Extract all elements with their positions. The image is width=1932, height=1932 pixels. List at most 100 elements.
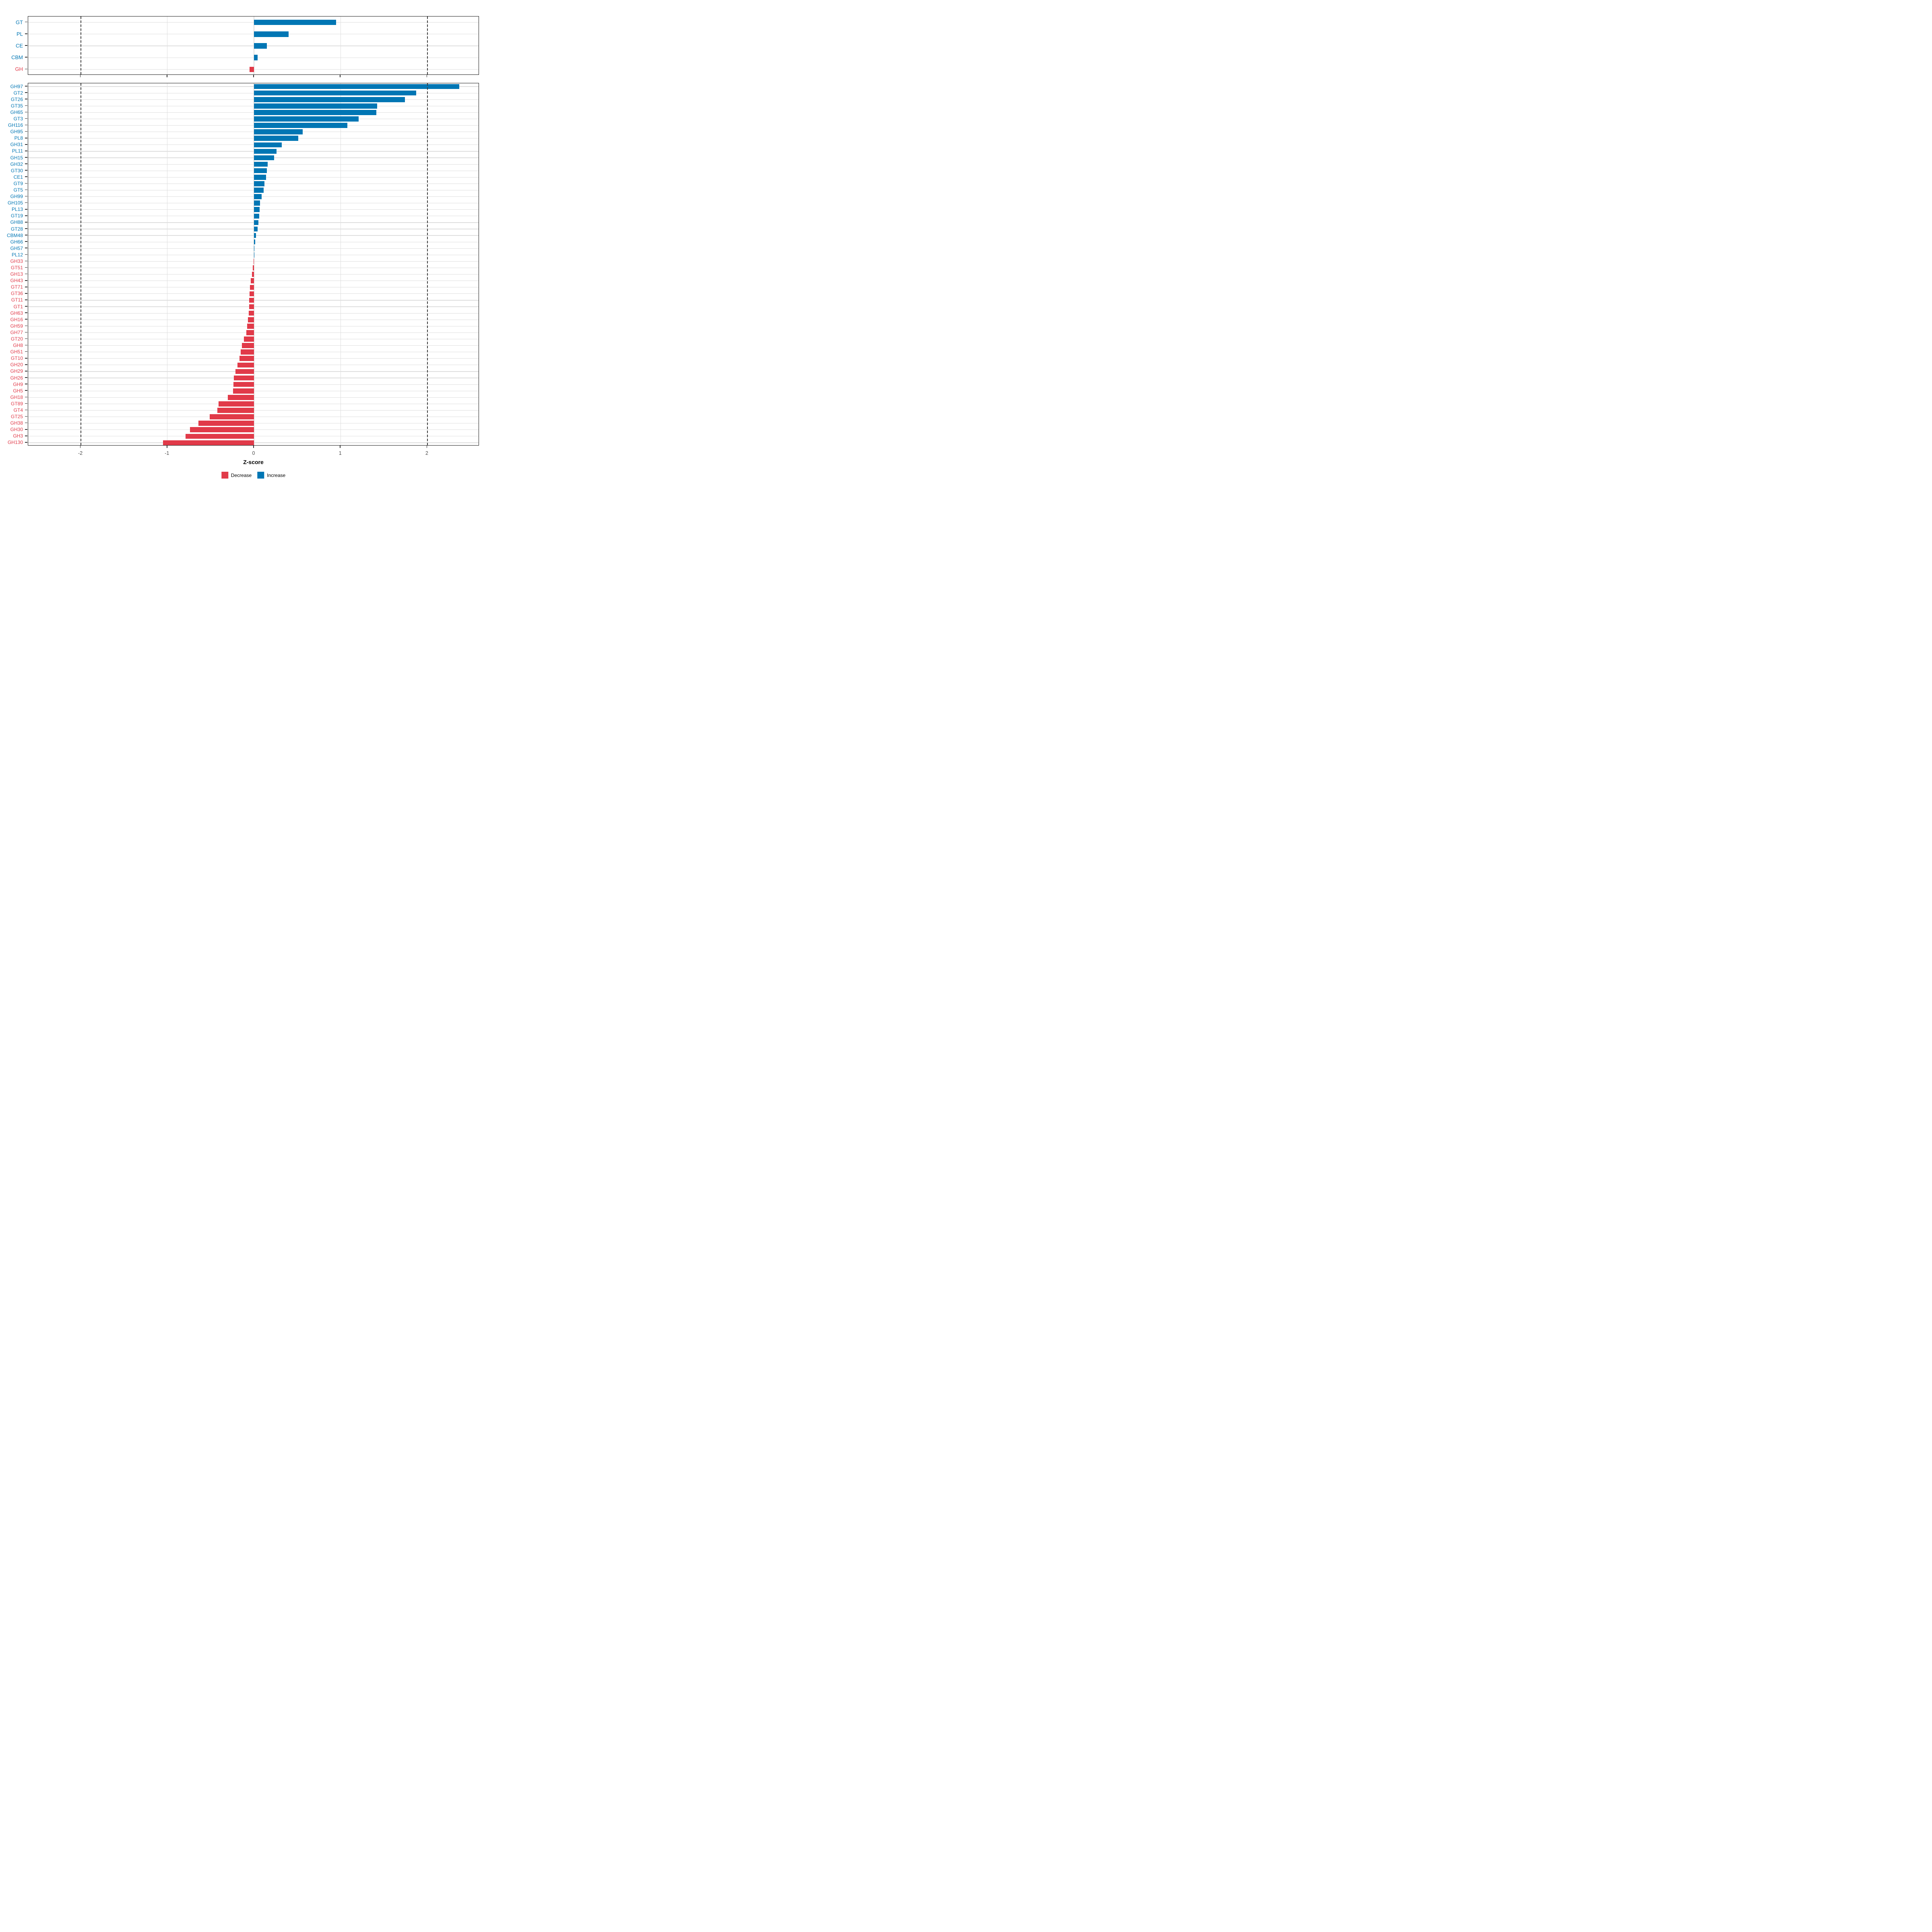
y-label-GT2: GT2 (13, 90, 23, 96)
y-tick (25, 228, 27, 229)
bar-GH59 (247, 324, 254, 329)
gridline-h (28, 112, 479, 113)
y-label-GT35: GT35 (10, 103, 23, 109)
y-tick (25, 357, 27, 359)
bar-GT71 (250, 285, 254, 290)
x-tick-label: -1 (165, 450, 169, 456)
y-label-GH95: GH95 (10, 129, 23, 135)
dashed-vline (80, 17, 81, 74)
y-label-GH: GH (15, 66, 23, 72)
y-label-GT19: GT19 (10, 213, 23, 219)
y-label-GH29: GH29 (10, 368, 23, 374)
y-label-GH30: GH30 (10, 427, 23, 433)
y-tick (25, 170, 27, 171)
bar-GH66 (254, 239, 255, 245)
gridline-h (28, 248, 479, 249)
bar-GH88 (254, 220, 258, 225)
bar-GT1 (249, 304, 254, 310)
y-tick (25, 345, 27, 346)
y-tick (25, 442, 27, 443)
bar-GH13 (252, 272, 254, 277)
bar-GH16 (248, 317, 254, 322)
gridline-h (28, 222, 479, 223)
y-tick (25, 371, 27, 372)
x-tick (253, 75, 254, 77)
y-tick (25, 241, 27, 242)
dashed-vline (80, 83, 81, 445)
bar-CBM (254, 55, 258, 60)
y-tick (25, 68, 27, 70)
y-tick (25, 364, 27, 365)
y-tick (25, 429, 27, 430)
bar-GH65 (254, 110, 376, 115)
y-tick (25, 351, 27, 352)
gridline-h (28, 157, 479, 158)
bar-GT11 (249, 297, 254, 303)
y-tick (25, 86, 27, 87)
y-label-CBM: CBM (11, 54, 23, 61)
legend-item-decrease: Decrease (221, 472, 252, 479)
gridline-h (28, 164, 479, 165)
bar-GH99 (254, 194, 262, 199)
y-label-GT: GT (15, 19, 23, 25)
y-label-GH65: GH65 (10, 109, 23, 115)
dashed-vline (427, 83, 428, 445)
bar-GT20 (244, 336, 254, 342)
y-tick (25, 196, 27, 197)
bar-GT19 (254, 213, 259, 219)
y-tick (25, 267, 27, 268)
bar-GH30 (190, 427, 254, 433)
bar-GT35 (254, 103, 377, 109)
y-label-GH13: GH13 (10, 271, 23, 277)
y-label-GH59: GH59 (10, 323, 23, 329)
y-label-GT10: GT10 (10, 355, 23, 361)
y-tick (25, 45, 27, 46)
x-axis-title: Z-score (243, 459, 264, 465)
y-label-PL11: PL11 (12, 148, 23, 154)
y-tick (25, 319, 27, 320)
y-tick (25, 118, 27, 119)
bar-GH29 (235, 369, 254, 374)
y-tick (25, 260, 27, 262)
bar-CBM48 (254, 233, 256, 238)
gridline-h (28, 177, 479, 178)
bar-GT36 (250, 291, 254, 297)
y-tick (25, 92, 27, 93)
y-tick (25, 390, 27, 391)
y-tick (25, 299, 27, 300)
y-tick (25, 416, 27, 417)
y-label-GT11: GT11 (11, 297, 23, 303)
bar-GH31 (254, 142, 282, 148)
gridline-h (28, 22, 479, 23)
increase-swatch-icon (257, 472, 264, 479)
bar-GT25 (210, 414, 254, 419)
y-label-GH116: GH116 (8, 122, 23, 128)
x-tick-label: 1 (339, 450, 342, 456)
bar-GH63 (248, 310, 254, 316)
y-tick (25, 157, 27, 158)
y-tick (25, 111, 27, 113)
y-tick (25, 396, 27, 398)
cazyme-class-panel (28, 16, 479, 75)
gridline-h (28, 86, 479, 87)
x-tick (340, 75, 341, 77)
y-label-PL8: PL8 (14, 135, 23, 141)
gridline-h (28, 261, 479, 262)
y-label-PL: PL (17, 31, 23, 37)
bar-CE (254, 43, 267, 49)
y-tick (25, 215, 27, 216)
x-tick (253, 446, 254, 448)
y-tick (25, 176, 27, 178)
y-tick (25, 254, 27, 255)
y-label-GH5: GH5 (13, 388, 23, 394)
y-label-GT5: GT5 (13, 187, 23, 193)
y-label-GT9: GT9 (13, 180, 23, 186)
gridline-h (28, 45, 479, 46)
legend-item-increase: Increase (257, 472, 285, 479)
y-label-GT4: GT4 (13, 407, 23, 413)
dashed-vline (427, 17, 428, 74)
gridline-h (28, 125, 479, 126)
bar-GT (254, 19, 336, 25)
y-tick (25, 33, 27, 34)
y-label-GH33: GH33 (10, 258, 23, 264)
